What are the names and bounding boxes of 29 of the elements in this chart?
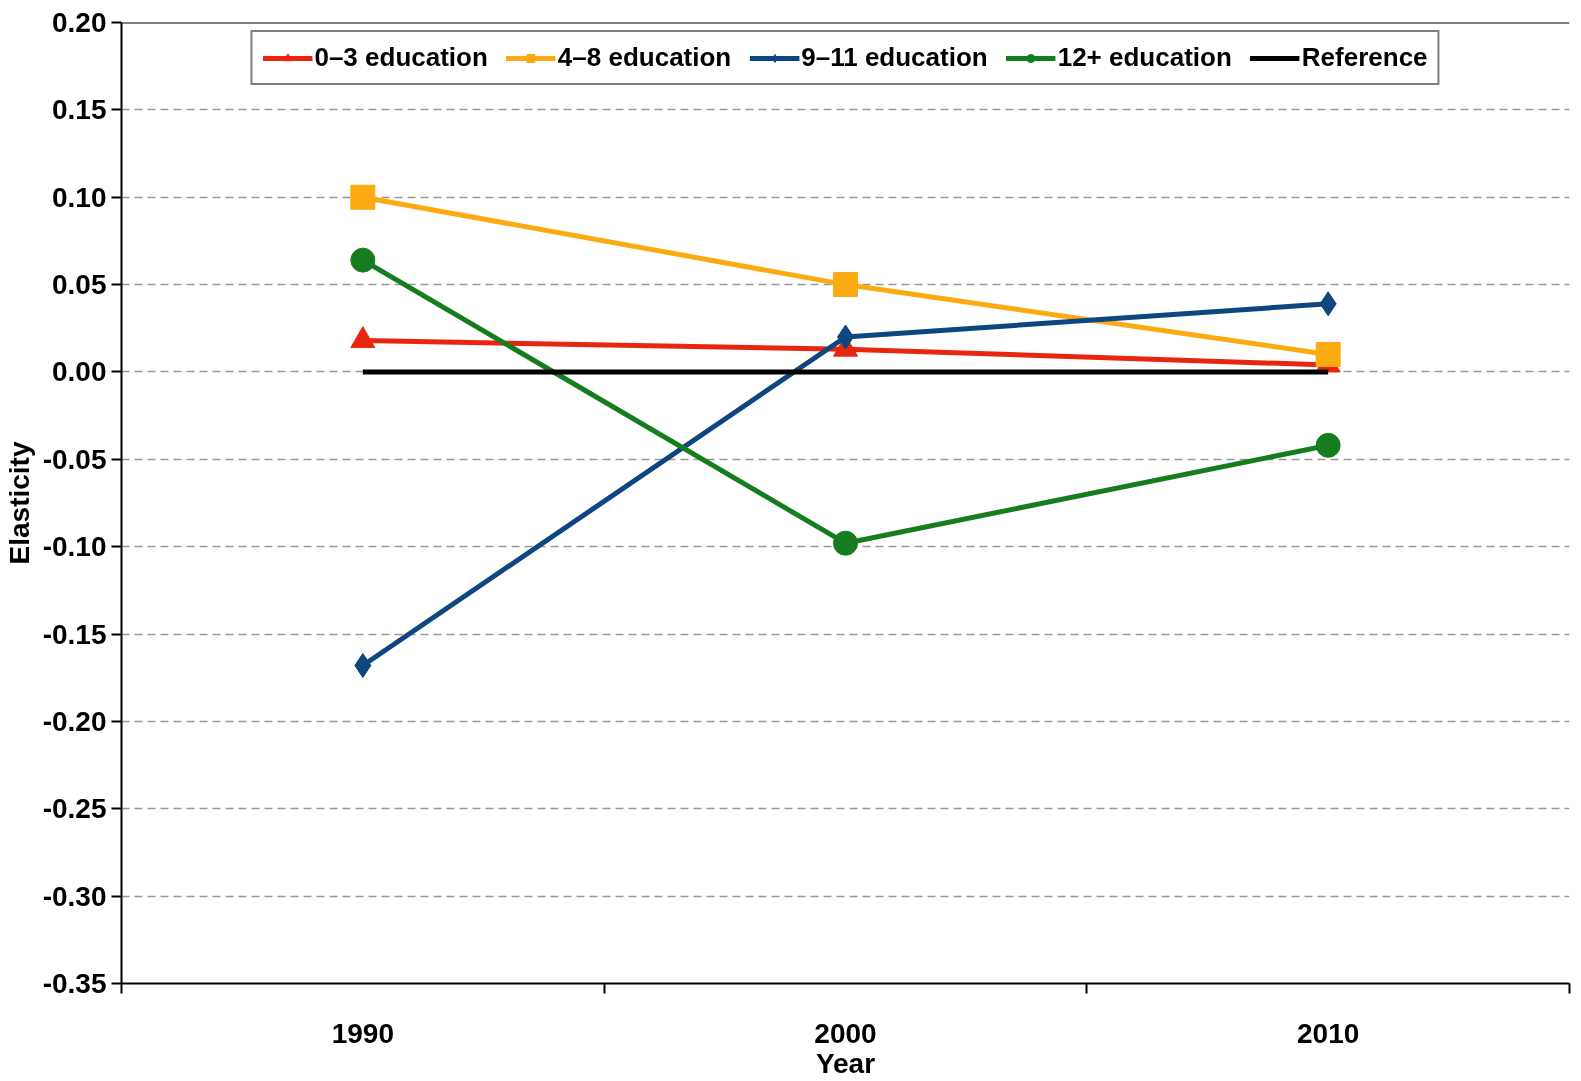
legend-label: 9–11 education [801,42,988,73]
y-tick-label: 0.00 [52,356,107,388]
point [1315,432,1341,458]
y-tick-label: 0.15 [52,94,107,126]
point [1315,341,1341,367]
point [350,184,376,210]
point [350,247,376,273]
y-axis-title: Elasticity [3,441,35,565]
y-tick-label: -0.25 [42,793,107,825]
point [833,272,858,298]
y-tick-label: -0.30 [42,880,107,912]
y-tick-label: -0.05 [42,443,107,475]
legend-label: 12+ education [1057,42,1232,73]
y-tick-label: -0.10 [42,531,107,563]
y-tick-label: 0.20 [52,7,107,38]
y-tick-label: 0.10 [52,181,107,213]
x-tick-label: 1990 [331,1017,394,1049]
legend-label: 0–3 education [314,42,488,73]
y-tick-label: 0.05 [52,269,107,301]
x-axis-title: Year [815,1047,876,1079]
legend-label: Reference [1301,42,1428,73]
y-tick-label: -0.35 [42,968,107,999]
y-tick-label: -0.20 [42,705,107,737]
y-tick-label: -0.15 [42,618,107,650]
point [354,653,372,678]
x-tick-label: 2010 [1297,1017,1360,1049]
legend-label: 4–8 education [557,42,732,73]
point [833,530,858,556]
x-tick-label: 2000 [814,1017,877,1049]
